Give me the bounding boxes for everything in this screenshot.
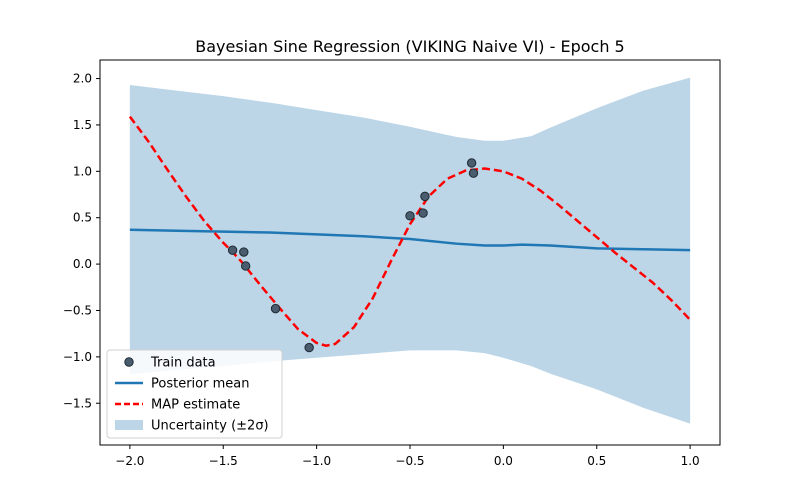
legend-patch-uncertainty bbox=[115, 420, 143, 430]
axes: −2.0 −1.5 −1.0 −0.5 0.0 0.5 1.0 −1.5 −1.0 −0.5 0.0… bbox=[63, 59, 721, 468]
posterior-mean-line bbox=[129, 228, 691, 252]
train-data-point bbox=[227, 245, 238, 255]
legend-label: Train data bbox=[150, 356, 216, 371]
train-data-point bbox=[240, 261, 251, 271]
x-tick-label: −0.5 bbox=[395, 454, 424, 468]
y-tick-label: −0.5 bbox=[63, 303, 92, 317]
y-tick-label: 1.5 bbox=[73, 118, 92, 132]
train-data-point bbox=[420, 191, 430, 202]
y-tick-label: 0.0 bbox=[73, 257, 92, 271]
train-data-point bbox=[270, 303, 281, 314]
legend: Train data Posterior mean MAP estimate Unce… bbox=[106, 349, 283, 439]
y-tick-label: −1.0 bbox=[63, 350, 92, 364]
y-tick-label: 1.0 bbox=[73, 164, 92, 178]
x-tick-label: 0.0 bbox=[494, 454, 513, 468]
y-tick-label: 2.0 bbox=[73, 72, 92, 86]
legend-label: Uncertainty (±2σ) bbox=[151, 419, 269, 434]
train-data-point bbox=[405, 211, 415, 221]
x-tick-label: 1.0 bbox=[681, 454, 700, 468]
x-tick-label: −2.0 bbox=[115, 454, 144, 468]
x-tick-label: 0.5 bbox=[587, 454, 606, 468]
legend-marker-train-data bbox=[124, 357, 134, 367]
y-tick-label: 0.5 bbox=[73, 211, 92, 225]
x-tick-label: −1.0 bbox=[302, 454, 331, 468]
legend-box bbox=[106, 349, 283, 439]
train-data-point bbox=[239, 247, 249, 257]
train-data-point bbox=[304, 342, 314, 353]
legend-label: Posterior mean bbox=[151, 377, 249, 392]
map-estimate-line bbox=[128, 115, 692, 347]
train-data-point bbox=[466, 158, 477, 168]
legend-label: MAP estimate bbox=[151, 398, 240, 413]
x-tick-label: −1.5 bbox=[209, 454, 238, 468]
chart-title: Bayesian Sine Regression (VIKING Naive V… bbox=[195, 37, 624, 56]
train-data-point bbox=[418, 208, 428, 218]
y-tick-label: −1.5 bbox=[63, 396, 92, 410]
plot-area bbox=[128, 77, 692, 424]
train-data-point bbox=[468, 168, 479, 178]
uncertainty-band bbox=[129, 77, 691, 424]
